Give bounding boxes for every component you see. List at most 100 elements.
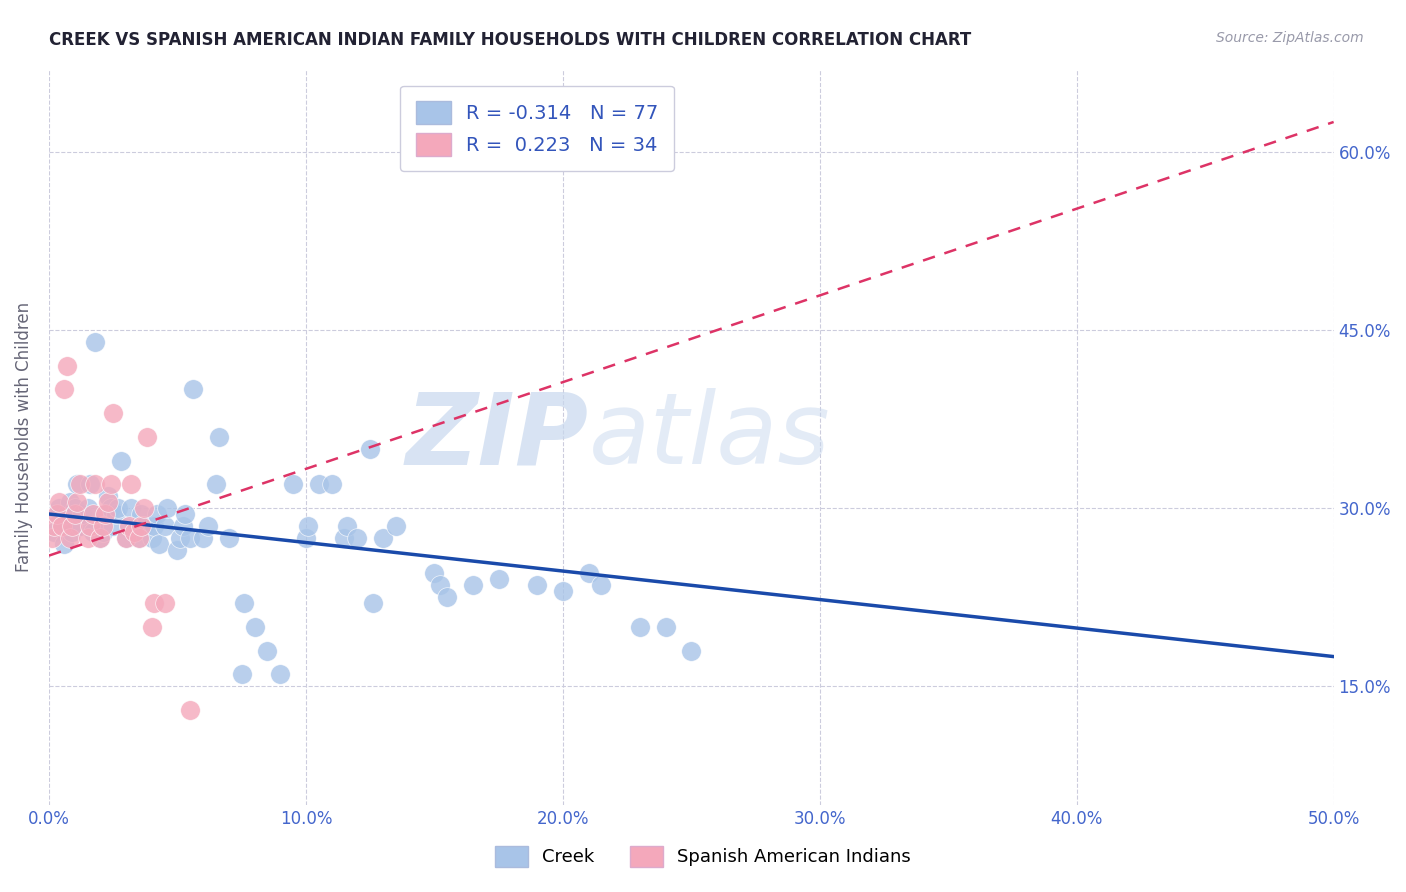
Text: ZIP: ZIP	[405, 388, 589, 485]
Point	[100, 477, 122, 491]
Point	[60, 519, 83, 533]
Point	[45, 507, 67, 521]
Point	[103, 406, 125, 420]
Point	[63, 501, 86, 516]
Point	[333, 531, 356, 545]
Point	[141, 620, 163, 634]
Point	[128, 531, 150, 545]
Point	[179, 703, 201, 717]
Point	[174, 507, 197, 521]
Point	[82, 524, 104, 539]
Point	[60, 524, 83, 539]
Point	[148, 537, 170, 551]
Point	[143, 519, 166, 533]
Point	[256, 643, 278, 657]
Point	[371, 531, 394, 545]
Point	[243, 620, 266, 634]
Point	[58, 495, 80, 509]
Point	[91, 524, 114, 539]
Point	[146, 507, 169, 521]
Point	[551, 584, 574, 599]
Point	[436, 590, 458, 604]
Point	[156, 501, 179, 516]
Text: atlas: atlas	[589, 388, 830, 485]
Point	[103, 519, 125, 533]
Point	[231, 667, 253, 681]
Point	[181, 382, 204, 396]
Point	[205, 477, 228, 491]
Point	[591, 578, 613, 592]
Point	[153, 596, 176, 610]
Point	[681, 643, 703, 657]
Point	[79, 477, 101, 491]
Point	[207, 430, 229, 444]
Point	[169, 531, 191, 545]
Point	[281, 477, 304, 491]
Point	[143, 596, 166, 610]
Point	[269, 667, 291, 681]
Point	[179, 531, 201, 545]
Point	[359, 442, 381, 456]
Point	[72, 507, 94, 521]
Point	[153, 519, 176, 533]
Point	[89, 531, 111, 545]
Point	[79, 519, 101, 533]
Point	[51, 519, 73, 533]
Point	[76, 501, 98, 516]
Point	[295, 531, 318, 545]
Point	[141, 531, 163, 545]
Point	[308, 477, 330, 491]
Point	[69, 477, 91, 491]
Point	[128, 531, 150, 545]
Point	[172, 519, 194, 533]
Point	[76, 531, 98, 545]
Point	[42, 524, 65, 539]
Text: Source: ZipAtlas.com: Source: ZipAtlas.com	[1216, 31, 1364, 45]
Point	[361, 596, 384, 610]
Text: CREEK VS SPANISH AMERICAN INDIAN FAMILY HOUSEHOLDS WITH CHILDREN CORRELATION CHA: CREEK VS SPANISH AMERICAN INDIAN FAMILY …	[49, 31, 972, 49]
Point	[42, 519, 65, 533]
Point	[48, 495, 70, 509]
Point	[56, 507, 79, 521]
Point	[336, 519, 359, 533]
Point	[346, 531, 368, 545]
Point	[166, 542, 188, 557]
Point	[110, 453, 132, 467]
Point	[120, 477, 142, 491]
Point	[56, 359, 79, 373]
Point	[48, 501, 70, 516]
Point	[578, 566, 600, 581]
Point	[120, 501, 142, 516]
Point	[94, 507, 117, 521]
Point	[423, 566, 446, 581]
Point	[132, 501, 155, 516]
Point	[117, 519, 139, 533]
Point	[628, 620, 651, 634]
Point	[191, 531, 214, 545]
Point	[84, 477, 107, 491]
Point	[135, 430, 157, 444]
Point	[131, 507, 153, 521]
Point	[66, 477, 89, 491]
Point	[321, 477, 343, 491]
Point	[66, 495, 89, 509]
Point	[82, 507, 104, 521]
Point	[91, 519, 114, 533]
Point	[69, 519, 91, 533]
Point	[104, 507, 127, 521]
Point	[654, 620, 676, 634]
Point	[218, 531, 240, 545]
Point	[45, 507, 67, 521]
Point	[461, 578, 484, 592]
Legend: R = -0.314   N = 77, R =  0.223   N = 34: R = -0.314 N = 77, R = 0.223 N = 34	[401, 86, 673, 171]
Y-axis label: Family Households with Children: Family Households with Children	[15, 301, 32, 572]
Point	[122, 524, 145, 539]
Point	[53, 382, 76, 396]
Point	[132, 519, 155, 533]
Point	[89, 531, 111, 545]
Point	[100, 501, 122, 516]
Point	[94, 507, 117, 521]
Point	[53, 537, 76, 551]
Point	[488, 573, 510, 587]
Point	[41, 531, 63, 545]
